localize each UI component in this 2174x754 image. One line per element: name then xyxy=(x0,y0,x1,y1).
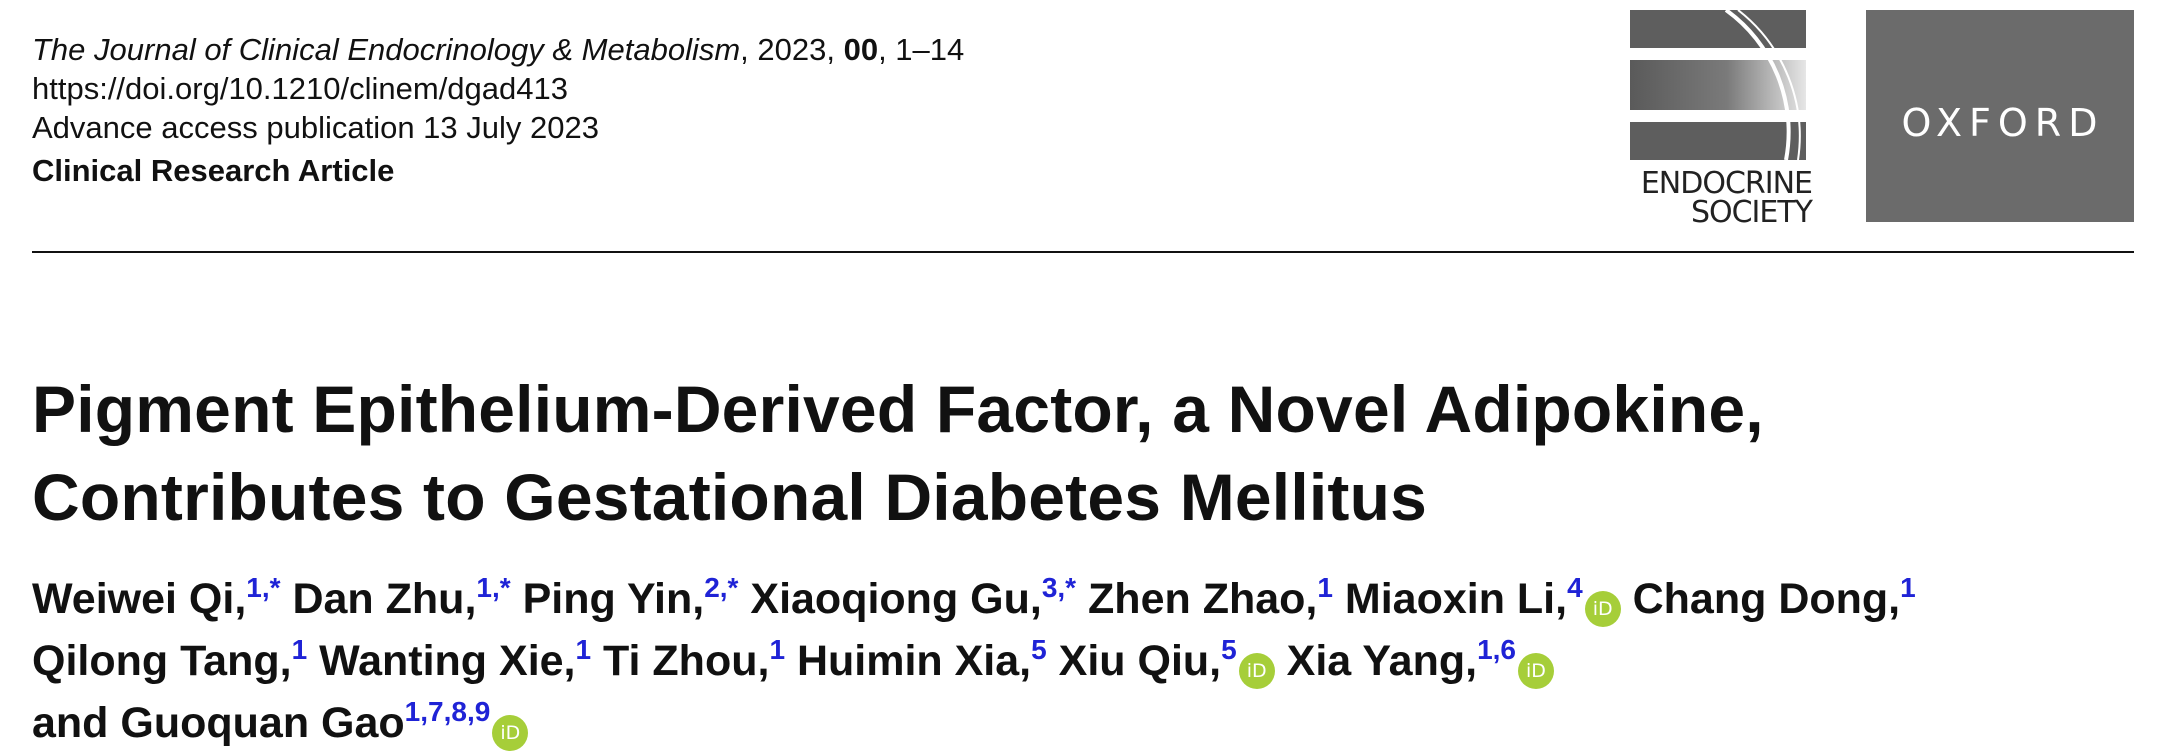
citation-pages: , 1–14 xyxy=(878,32,965,67)
author-affiliation-link[interactable]: 1,* xyxy=(246,572,281,603)
orcid-icon[interactable]: iD xyxy=(1518,653,1554,689)
citation-line: The Journal of Clinical Endocrinology & … xyxy=(32,30,964,69)
author-affiliation-link[interactable]: 4 xyxy=(1567,572,1583,603)
orcid-icon[interactable]: iD xyxy=(492,715,529,751)
author-list: Weiwei Qi,1,* Dan Zhu,1,* Ping Yin,2,* X… xyxy=(32,568,2152,754)
author-name[interactable]: Xiu Qiu, xyxy=(1058,637,1222,685)
author-name[interactable]: Ti Zhou, xyxy=(603,637,770,685)
author-name[interactable]: Dan Zhu, xyxy=(292,575,477,623)
author-name[interactable]: Huimin Xia, xyxy=(796,637,1032,685)
author-name[interactable]: Zhen Zhao, xyxy=(1088,575,1318,623)
author-name[interactable]: Weiwei Qi, xyxy=(32,575,247,623)
author-entry: Ping Yin,2,* xyxy=(522,572,739,624)
author-affiliation-link[interactable]: 1 xyxy=(1900,572,1916,603)
article-title-line2: Contributes to Gestational Diabetes Mell… xyxy=(32,460,1427,534)
author-affiliation-link[interactable]: 1 xyxy=(575,634,592,665)
author-name[interactable]: and Guoquan Gao xyxy=(32,699,405,747)
author-name[interactable]: Wanting Xie, xyxy=(319,637,576,685)
author-name[interactable]: Qilong Tang, xyxy=(32,637,292,685)
doi-link[interactable]: https://doi.org/10.1210/clinem/dgad413 xyxy=(32,71,568,106)
author-affiliation-link[interactable]: 1,* xyxy=(476,572,511,603)
author-affiliation-link[interactable]: 1 xyxy=(1317,572,1333,603)
orcid-icon[interactable]: iD xyxy=(1584,591,1621,627)
author-affiliation-link[interactable]: 3,* xyxy=(1041,572,1077,603)
citation-volume: 00 xyxy=(843,32,879,67)
author-affiliation-link[interactable]: 1 xyxy=(769,634,786,665)
oxford-logo-text: OXFORD xyxy=(1901,101,2105,145)
author-name[interactable]: Xiaoqiong Gu, xyxy=(750,575,1042,623)
author-affiliation-link[interactable]: 1,6 xyxy=(1477,634,1516,665)
author-entry: Qilong Tang,1 xyxy=(32,634,308,686)
author-affiliation-link[interactable]: 2,* xyxy=(704,572,739,603)
author-entry: Miaoxin Li,4iD xyxy=(1344,572,1621,627)
citation-year: , 2023, xyxy=(740,32,844,67)
advance-access-date: Advance access publication 13 July 2023 xyxy=(32,110,599,145)
author-entry: Dan Zhu,1,* xyxy=(292,572,511,624)
author-entry: Xiaoqiong Gu,3,* xyxy=(750,572,1077,624)
endocrine-society-line1: ENDOCRINE xyxy=(1640,166,1813,201)
journal-name: The Journal of Clinical Endocrinology & … xyxy=(32,32,741,67)
author-entry: Weiwei Qi,1,* xyxy=(32,572,281,624)
endocrine-society-emblem-icon xyxy=(1630,8,1806,161)
article-title-line1: Pigment Epithelium-Derived Factor, a Nov… xyxy=(32,372,1764,446)
author-affiliation-link[interactable]: 5 xyxy=(1221,634,1237,665)
author-entry: Xia Yang,1,6iD xyxy=(1286,634,1554,689)
header-divider xyxy=(32,251,2134,253)
orcid-icon[interactable]: iD xyxy=(1238,653,1275,689)
author-entry: Zhen Zhao,1 xyxy=(1088,572,1333,624)
author-name[interactable]: Chang Dong, xyxy=(1632,575,1901,623)
endocrine-society-logo: ENDOCRINE SOCIETY xyxy=(1630,8,1820,228)
author-affiliation-link[interactable]: 1 xyxy=(291,634,308,665)
oxford-logo: OXFORD xyxy=(1866,10,2134,222)
author-name[interactable]: Ping Yin, xyxy=(522,575,705,623)
author-entry: Xiu Qiu,5iD xyxy=(1058,634,1275,689)
article-type: Clinical Research Article xyxy=(32,153,395,188)
author-name[interactable]: Miaoxin Li, xyxy=(1344,575,1568,623)
author-entry: Huimin Xia,5 xyxy=(796,634,1047,686)
endocrine-society-line2: SOCIETY xyxy=(1690,195,1813,230)
author-name[interactable]: Xia Yang, xyxy=(1286,637,1478,685)
journal-header: The Journal of Clinical Endocrinology & … xyxy=(32,30,964,190)
author-affiliation-link[interactable]: 5 xyxy=(1031,634,1047,665)
author-affiliation-link[interactable]: 1,7,8,9 xyxy=(404,696,491,727)
author-entry: Ti Zhou,1 xyxy=(603,634,786,686)
author-entry: Wanting Xie,1 xyxy=(319,634,592,686)
author-entry: and Guoquan Gao1,7,8,9iD xyxy=(32,696,529,751)
article-title: Pigment Epithelium-Derived Factor, a Nov… xyxy=(32,365,2132,541)
author-entry: Chang Dong,1 xyxy=(1632,572,1916,624)
